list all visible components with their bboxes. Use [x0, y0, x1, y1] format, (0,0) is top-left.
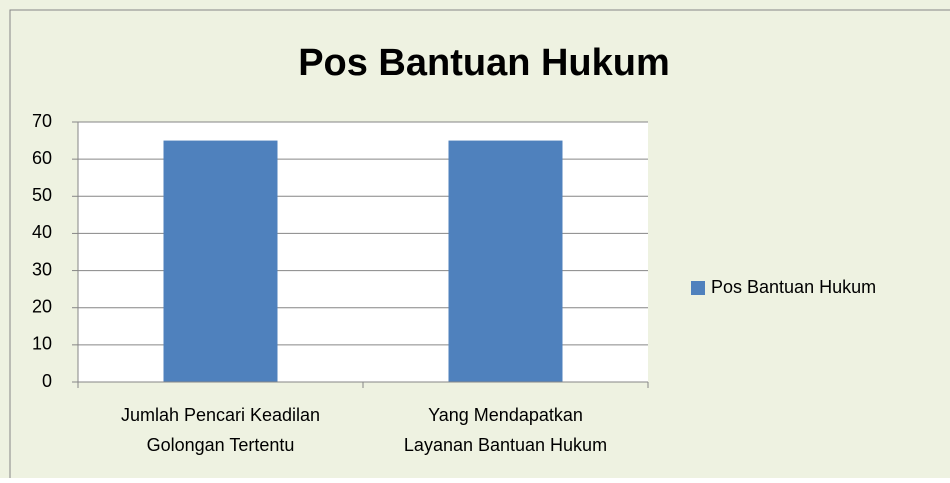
y-tick-label: 50 [32, 185, 52, 205]
x-tick-label: Layanan Bantuan Hukum [404, 435, 607, 455]
y-tick-label: 0 [42, 371, 52, 391]
legend-swatch [691, 281, 705, 295]
x-tick-label: Golongan Tertentu [147, 435, 295, 455]
chart-title: Pos Bantuan Hukum [298, 42, 670, 84]
y-tick-label: 60 [32, 148, 52, 168]
legend-label: Pos Bantuan Hukum [711, 277, 876, 297]
y-tick-label: 20 [32, 296, 52, 316]
chart-border [9, 9, 950, 478]
y-tick-label: 40 [32, 222, 52, 242]
x-tick-label: Yang Mendapatkan [428, 405, 583, 425]
y-tick-label: 70 [32, 111, 52, 131]
x-tick-label: Jumlah Pencari Keadilan [121, 405, 320, 425]
bar [448, 140, 563, 382]
y-tick-label: 30 [32, 259, 52, 279]
bar [163, 140, 278, 382]
y-tick-label: 10 [32, 334, 52, 354]
